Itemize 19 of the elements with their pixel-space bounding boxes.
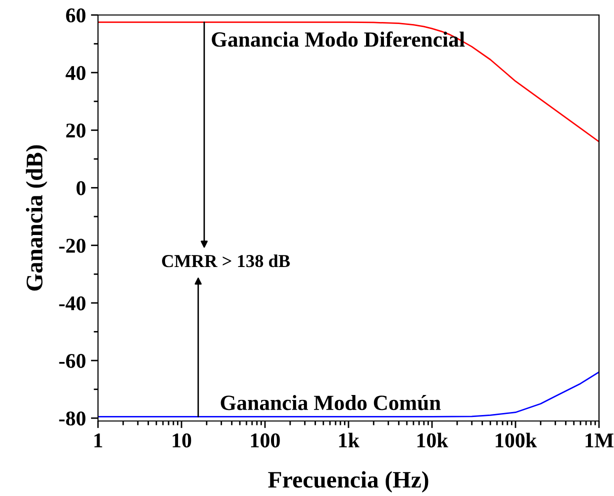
x-tick-label: 1k [339,432,360,448]
x-tick-label: 10 [172,433,192,448]
y-tick-label: -40 [59,296,86,310]
x-axis-title: Frecuencia (Hz) [268,471,428,493]
x-tick-label: 1M [586,434,614,448]
y-axis-title: Ganancia (dB) [26,145,48,291]
x-tick-label: 100k [496,432,537,448]
y-tick-label: -80 [59,411,86,426]
y-tick-label: -20 [59,238,86,253]
x-tick-label: 1 [94,434,102,448]
y-tick-label: 20 [66,124,86,138]
y-tick-label: 0 [76,181,86,196]
y-tick-label: 60 [66,8,86,22]
y-tick-label: 40 [66,66,86,80]
annotation: Ganancia Modo Común [220,394,441,410]
annotation: CMRR > 138 dB [162,254,290,268]
x-tick-label: 100 [251,433,280,448]
x-tick-label: 10k [417,432,448,448]
y-tick-label: -60 [59,354,86,368]
